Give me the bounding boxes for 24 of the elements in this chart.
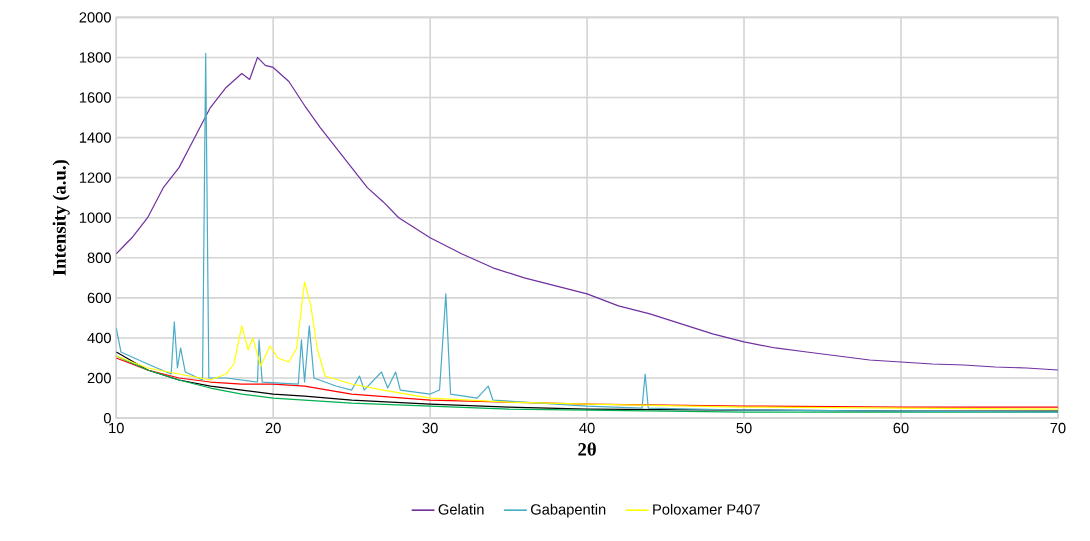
- y-tick-label: 2000: [79, 12, 111, 23]
- y-tick-label: 1800: [79, 52, 111, 63]
- legend-label: Poloxamer P407: [653, 503, 760, 515]
- x-tick-label: 70: [1050, 422, 1066, 434]
- y-axis-title: Intensity (a.u.): [52, 160, 70, 276]
- y-tick-label: 800: [87, 252, 111, 264]
- line-series: [116, 281, 1058, 410]
- y-tick-label: 1000: [79, 212, 111, 223]
- x-tick-label: 60: [893, 422, 909, 434]
- x-tick-label: 30: [422, 422, 438, 434]
- y-tick-label: 600: [87, 292, 111, 304]
- y-tick-label: 1600: [79, 92, 111, 103]
- x-tick-label: 10: [109, 422, 124, 434]
- y-tick-label: 1400: [79, 132, 111, 143]
- legend-label: Gelatin: [438, 503, 484, 515]
- y-tick-label: 0: [103, 412, 111, 424]
- y-tick-label: 400: [87, 332, 111, 344]
- x-tick-label: 40: [579, 422, 595, 434]
- x-tick-label: 20: [265, 422, 281, 434]
- y-tick-label: 1200: [79, 172, 111, 183]
- x-axis-title: 2θ: [578, 442, 596, 456]
- y-tick-label: 200: [87, 372, 111, 384]
- legend-label: Gabapentin: [530, 503, 606, 518]
- x-tick-label: 50: [736, 422, 752, 434]
